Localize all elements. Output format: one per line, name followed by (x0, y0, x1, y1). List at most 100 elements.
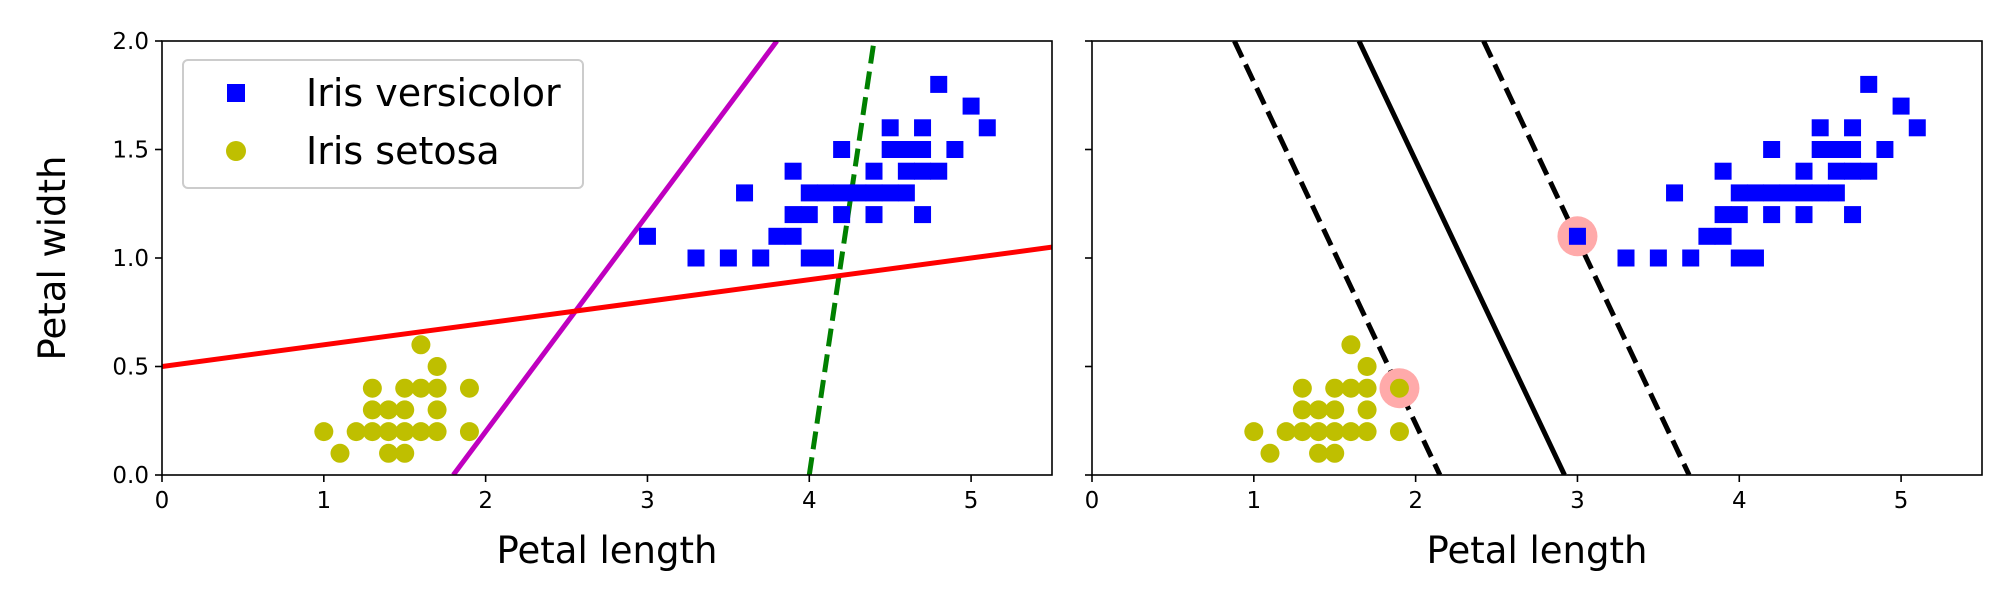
versicolor-point (914, 162, 932, 180)
versicolor-point (1763, 141, 1781, 158)
setosa-point (1309, 400, 1329, 420)
setosa-point (395, 443, 415, 463)
versicolor-point (800, 206, 818, 224)
legend-label: Iris setosa (306, 129, 500, 173)
setosa-point (411, 378, 431, 398)
versicolor-point (1827, 162, 1845, 180)
setosa-point (1260, 443, 1280, 463)
x-tick-label: 3 (640, 488, 655, 514)
x-tick-label: 4 (1732, 488, 1747, 514)
versicolor-point (1795, 162, 1813, 180)
versicolor-point (687, 249, 705, 267)
y-axis-label: Petal width (31, 156, 74, 361)
setosa-point (427, 378, 447, 398)
versicolor-point (1811, 119, 1829, 137)
x-tick-label: 2 (478, 488, 493, 514)
x-axis-label: Petal length (1427, 529, 1648, 572)
x-tick-label: 5 (1894, 488, 1909, 514)
versicolor-point (1698, 227, 1716, 245)
margin-line-0 (806, 41, 877, 475)
versicolor-point (752, 249, 770, 267)
y-tick-label: 1.5 (112, 138, 149, 164)
x-tick-label: 1 (1246, 488, 1261, 514)
legend-box (182, 59, 584, 189)
versicolor-point (816, 249, 834, 267)
setosa-point (459, 378, 479, 398)
left-panel: 0 1 2 3 4 5 0.0 0.5 1.0 1.5 2.0 Petal length Petal w… (31, 29, 1053, 572)
versicolor-point (784, 206, 802, 224)
setosa-point (427, 400, 447, 420)
versicolor-point (962, 97, 980, 115)
versicolor-point (1844, 162, 1862, 180)
versicolor-point (1568, 227, 1586, 245)
versicolor-point (1746, 249, 1764, 267)
setosa-point (1325, 443, 1345, 463)
versicolor-point (1714, 162, 1732, 180)
setosa-point (1357, 378, 1377, 398)
plot-frame (1091, 40, 1983, 476)
x-tick-label: 0 (155, 488, 170, 514)
versicolor-point (1746, 184, 1764, 202)
legend-circle-marker (226, 141, 246, 161)
versicolor-point (638, 227, 656, 245)
versicolor-point (849, 184, 867, 202)
versicolor-point (1795, 206, 1813, 224)
setosa-point (395, 422, 415, 442)
setosa-point (362, 422, 382, 442)
versicolor-point (865, 162, 883, 180)
setosa-point (379, 422, 399, 442)
legend-label: Iris versicolor (306, 71, 561, 115)
versicolor-point (1827, 141, 1845, 158)
plot-area (1232, 41, 1926, 475)
versicolor-point (978, 119, 996, 137)
setosa-point (395, 400, 415, 420)
versicolor-point (833, 141, 851, 158)
x-tick-label: 3 (1570, 488, 1585, 514)
versicolor-point (1892, 97, 1910, 115)
versicolor-point (1730, 206, 1748, 224)
setosa-point (1292, 422, 1312, 442)
versicolor-point (800, 184, 818, 202)
x-tick-label: 0 (1085, 488, 1100, 514)
versicolor-point (768, 227, 786, 245)
versicolor-point (1876, 141, 1894, 158)
versicolor-point (914, 206, 932, 224)
setosa-point (379, 400, 399, 420)
versicolor-point (930, 162, 948, 180)
versicolor-point (914, 119, 932, 137)
x-tick-label: 1 (316, 488, 331, 514)
versicolor-point (784, 227, 802, 245)
versicolor-point (897, 162, 915, 180)
versicolor-point (881, 184, 899, 202)
versicolor-point (816, 184, 834, 202)
versicolor-point (946, 141, 964, 158)
setosa-point (1341, 335, 1361, 355)
setosa-point (1325, 378, 1345, 398)
setosa-point (1325, 400, 1345, 420)
y-tick-label: 0.0 (112, 463, 149, 489)
versicolor-point (1860, 162, 1878, 180)
versicolor-point (1844, 141, 1862, 158)
setosa-point (395, 378, 415, 398)
versicolor-point (1763, 206, 1781, 224)
versicolor-point (1827, 184, 1845, 202)
setosa-point (1389, 378, 1409, 398)
versicolor-point (1908, 119, 1926, 137)
setosa-point (1292, 378, 1312, 398)
versicolor-point (1860, 75, 1878, 93)
versicolor-point (1649, 249, 1667, 267)
setosa-point (1357, 400, 1377, 420)
setosa-point (427, 357, 447, 376)
right-panel: 0 1 2 3 4 5 Petal length (1085, 40, 1983, 572)
setosa-point (1244, 422, 1264, 442)
x-tick-label: 4 (802, 488, 817, 514)
boundary-line-1 (451, 41, 779, 475)
versicolor-point (1811, 141, 1829, 158)
versicolor-point (865, 184, 883, 202)
setosa-point (1292, 400, 1312, 420)
y-tick-label: 0.5 (112, 355, 149, 381)
versicolor-point (930, 75, 948, 93)
versicolor-point (1714, 227, 1732, 245)
setosa-point (459, 422, 479, 442)
versicolor-point (1730, 184, 1748, 202)
